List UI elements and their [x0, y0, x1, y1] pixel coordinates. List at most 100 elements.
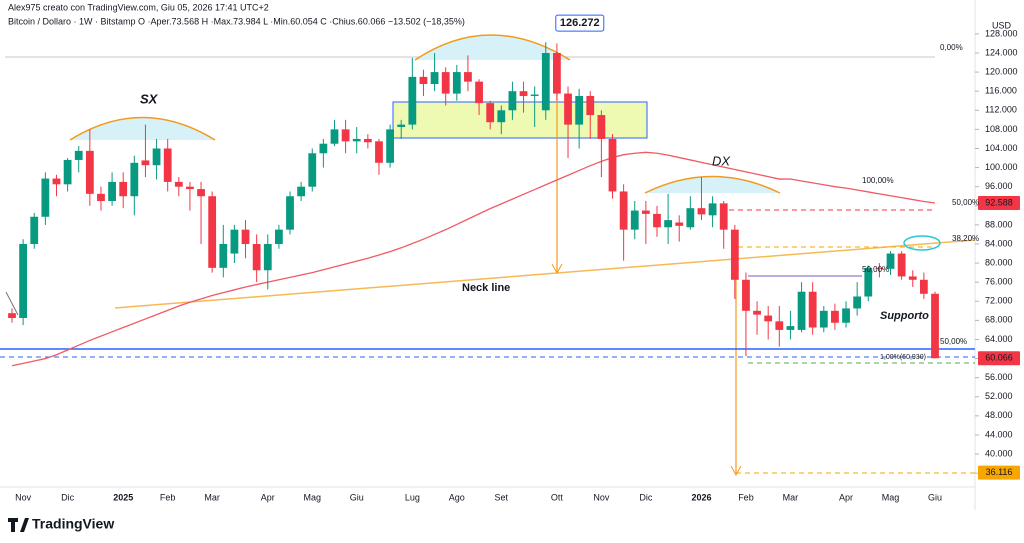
- x-tick-label: Mag: [303, 492, 321, 502]
- candle-body: [30, 216, 39, 244]
- candle-body: [875, 267, 884, 269]
- candle-body: [931, 293, 939, 359]
- annotation: Neck line: [462, 282, 510, 294]
- y-tick-label: 76.000: [985, 277, 1013, 287]
- candle-body: [108, 181, 116, 202]
- candle-body: [697, 208, 706, 215]
- candle-body: [630, 210, 639, 230]
- price-label-box: [978, 351, 1020, 366]
- annotation: 50,00%: [940, 337, 967, 346]
- candle-body: [742, 279, 750, 311]
- candle-body: [541, 52, 550, 111]
- candle-body: [241, 229, 250, 244]
- candle-body: [330, 129, 339, 144]
- candle-body: [286, 196, 294, 230]
- y-tick-label: 40.000: [985, 448, 1013, 458]
- candle-body: [419, 76, 428, 85]
- candle-body: [808, 291, 817, 328]
- candle-body: [208, 196, 217, 268]
- x-tick-label: Nov: [593, 492, 610, 502]
- candle-body: [686, 208, 695, 228]
- candle-body: [163, 148, 172, 182]
- candle-body: [764, 315, 773, 322]
- annotation: SX: [140, 91, 159, 106]
- logo-text: TradingView: [32, 516, 114, 532]
- candle-body: [274, 229, 283, 244]
- annotation: Supporto: [880, 310, 929, 322]
- x-tick-label: Ago: [449, 492, 465, 502]
- x-tick-label: Apr: [261, 492, 275, 502]
- candle-body: [252, 243, 261, 271]
- candle-body: [152, 148, 161, 166]
- annotation: 100,00%: [862, 176, 894, 185]
- highlight-circle: [903, 235, 941, 251]
- drawings: [0, 34, 976, 477]
- range-box: [392, 101, 648, 139]
- x-tick-label: Mar: [204, 492, 220, 502]
- price-label-box: [978, 195, 1020, 210]
- candle-body: [308, 153, 317, 187]
- neck-line: [114, 239, 976, 309]
- candle-body: [363, 138, 372, 143]
- candle-body: [486, 103, 495, 123]
- candle-body: [675, 222, 684, 226]
- candles: [8, 42, 939, 359]
- candle-body: [197, 189, 205, 197]
- annotation: 38,20%: [952, 234, 979, 243]
- candle-body: [530, 94, 539, 96]
- arrow-head: [551, 263, 563, 275]
- y-tick-label: 44.000: [985, 429, 1013, 439]
- x-tick-label: 2025: [113, 492, 133, 502]
- x-tick-label: Giu: [350, 492, 364, 502]
- candle-body: [864, 267, 873, 297]
- candle-body: [831, 310, 839, 323]
- annotation: DX: [712, 153, 731, 168]
- x-tick-label: Dic: [61, 492, 74, 502]
- trend-line: [5, 291, 19, 316]
- candle-body: [130, 162, 139, 197]
- x-tick-label: Feb: [738, 492, 754, 502]
- x-tick-label: Dic: [639, 492, 652, 502]
- candle-body: [174, 181, 183, 187]
- candle-body: [41, 178, 50, 217]
- candle-body: [753, 310, 761, 315]
- candle-body: [263, 243, 272, 271]
- annotation: 0,00%: [940, 43, 963, 52]
- candle-body: [919, 279, 928, 294]
- x-tick-label: Mag: [882, 492, 900, 502]
- y-tick-label: 120.000: [985, 66, 1018, 76]
- x-tick-label: Ott: [551, 492, 564, 502]
- y-tick-label: 48.000: [985, 410, 1013, 420]
- annotation: 50,00%: [862, 265, 889, 274]
- candle-body: [797, 291, 806, 330]
- candle-body: [842, 308, 850, 323]
- x-tick-label: Apr: [839, 492, 853, 502]
- candle-body: [497, 110, 506, 123]
- price-label: 36.116: [986, 467, 1013, 477]
- y-tick-label: 100.000: [985, 162, 1018, 172]
- candle-body: [452, 72, 461, 94]
- candle-body: [908, 276, 917, 280]
- candle-body: [897, 253, 906, 277]
- y-tick-label: 108.000: [985, 124, 1018, 134]
- x-tick-label: 2026: [691, 492, 711, 502]
- x-tick-label: Nov: [15, 492, 32, 502]
- annotation: 50,00%: [952, 198, 979, 207]
- candle-body: [464, 72, 472, 82]
- candle-body: [564, 93, 572, 125]
- candle-body: [63, 159, 72, 185]
- candle-body: [352, 138, 361, 142]
- candle-body: [319, 143, 328, 154]
- candle-body: [386, 129, 394, 163]
- candle-body: [97, 193, 105, 202]
- y-tick-label: 128.000: [985, 28, 1018, 38]
- candle-body: [408, 76, 417, 125]
- y-tick-label: 52.000: [985, 391, 1013, 401]
- candle-body: [886, 253, 895, 269]
- candle-body: [786, 326, 795, 330]
- candle-body: [441, 72, 450, 94]
- candle-body: [608, 138, 617, 192]
- candle-body: [397, 124, 406, 128]
- x-tick-label: Giu: [928, 492, 942, 502]
